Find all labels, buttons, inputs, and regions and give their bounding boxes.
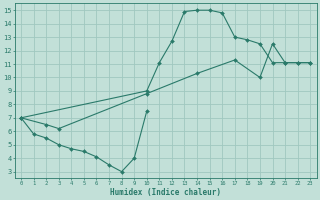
X-axis label: Humidex (Indice chaleur): Humidex (Indice chaleur) [110,188,221,197]
